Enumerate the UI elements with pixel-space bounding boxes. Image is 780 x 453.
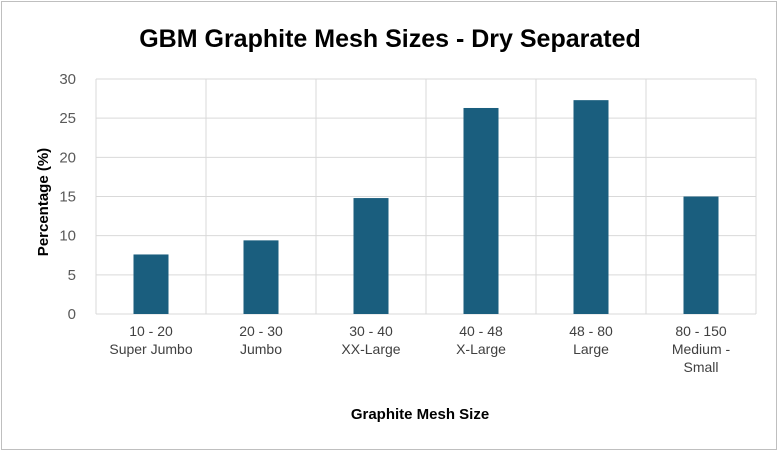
bar (353, 198, 389, 314)
x-tick-label: X-Large (456, 341, 506, 357)
y-tick-label: 30 (59, 71, 76, 88)
x-tick-label: Jumbo (240, 341, 282, 357)
y-tick-label: 20 (59, 149, 76, 166)
y-tick-label: 0 (68, 306, 76, 323)
x-tick-label: 80 - 150 (675, 323, 727, 339)
y-tick-label: 10 (59, 228, 76, 245)
x-axis-title: Graphite Mesh Size (351, 406, 489, 423)
bar (573, 100, 609, 315)
x-tick-label: 10 - 20 (129, 323, 173, 339)
y-axis-title: Percentage (%) (35, 148, 52, 256)
y-tick-label: 15 (59, 189, 76, 206)
bar (463, 107, 499, 314)
gridlines (95, 78, 757, 315)
chart-title: GBM Graphite Mesh Sizes - Dry Separated (139, 25, 641, 53)
x-tick-label: 30 - 40 (349, 323, 393, 339)
y-tick-label: 25 (59, 110, 76, 127)
bars (133, 100, 719, 315)
x-tick-label: 20 - 30 (239, 323, 283, 339)
x-tick-label: Small (683, 359, 718, 375)
x-tick-label: Super Jumbo (109, 341, 192, 357)
y-axis-ticks: 0 5 10 15 20 25 30 (59, 71, 76, 323)
x-tick-label: Large (573, 341, 609, 357)
y-tick-label: 5 (68, 267, 76, 284)
x-tick-label: Medium - (672, 341, 731, 357)
bar (133, 254, 169, 314)
x-axis-ticks: 10 - 20 Super Jumbo 20 - 30 Jumbo 30 - 40 XX-… (109, 323, 730, 375)
x-tick-label: XX-Large (341, 341, 400, 357)
bar (683, 196, 719, 314)
x-tick-label: 48 - 80 (569, 323, 613, 339)
x-tick-label: 40 - 48 (459, 323, 503, 339)
bar (243, 240, 279, 314)
